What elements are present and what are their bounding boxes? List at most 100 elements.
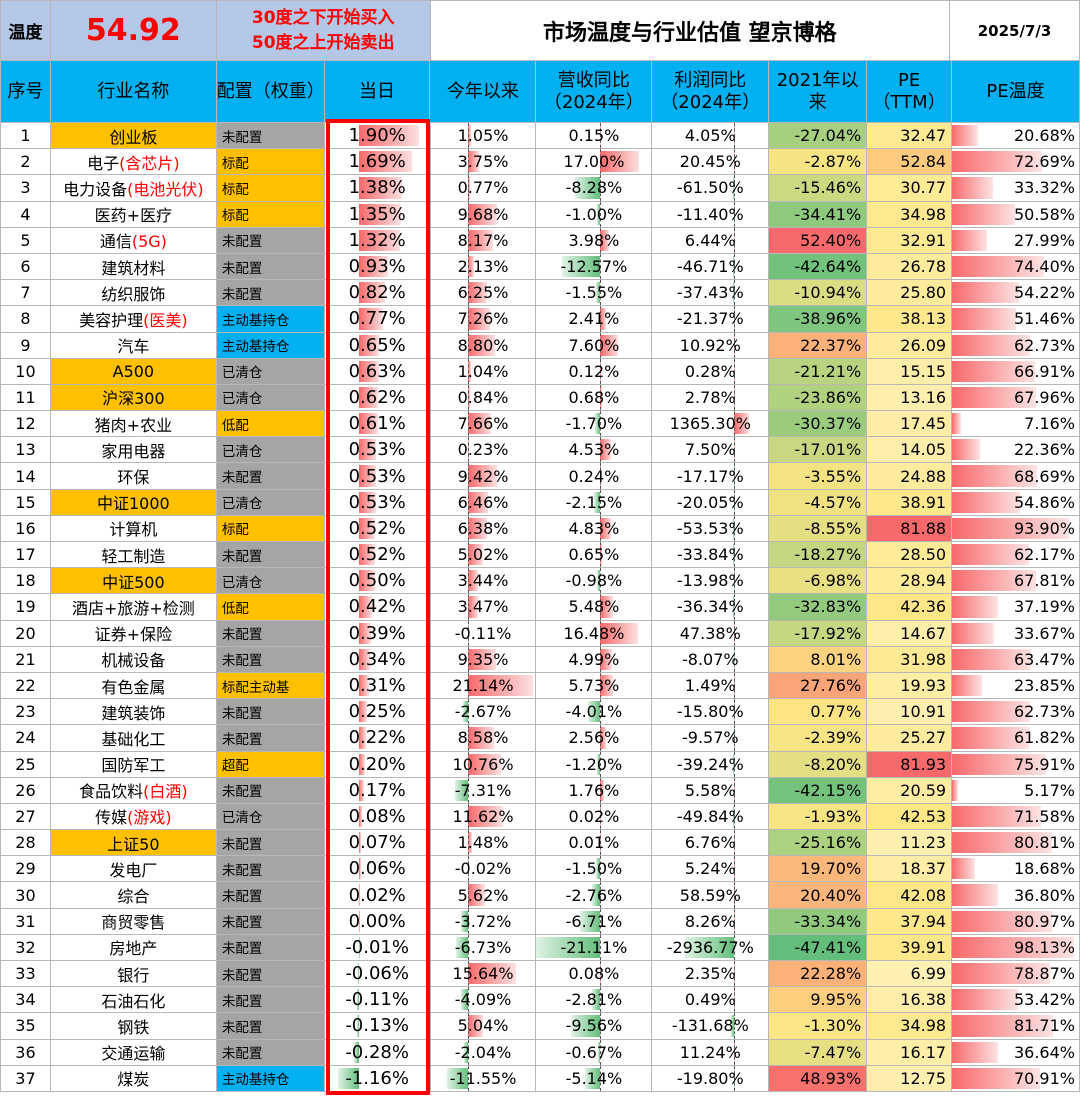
day-data-bar	[359, 622, 372, 644]
pe-temperature-bar	[952, 465, 1038, 487]
rev-bar-axis	[600, 385, 602, 410]
rev-value: 4.83%	[568, 518, 620, 538]
day-value: 0.61%	[348, 413, 406, 435]
day-value: 0.62%	[348, 386, 406, 408]
allocation-status: 未配置	[215, 907, 325, 935]
day-value: 0.00%	[348, 910, 406, 932]
rev-value: 0.68%	[568, 387, 620, 407]
day-change: 1.35%	[323, 200, 431, 228]
pe-ttm: 42.08	[866, 881, 953, 909]
ytd-value: 1.05%	[457, 126, 509, 146]
rev-bar-axis	[600, 804, 602, 829]
ytd-value: -0.02%	[454, 859, 512, 879]
industry-name: 石油石化	[49, 986, 217, 1014]
pe-ttm: 17.45	[866, 410, 953, 438]
pe-temperature-value: 70.91%	[1013, 1068, 1075, 1088]
allocation-status: 低配	[215, 410, 325, 438]
rev-value: -5.14%	[565, 1068, 623, 1088]
table-row: 6 建筑材料 未配置 0.93% 2.13% -12.57% -46.71% -42.64% 2…	[0, 252, 1080, 281]
rev-bar-axis	[600, 411, 602, 436]
day-change: -0.01%	[323, 933, 431, 962]
ytd-value: 5.62%	[457, 885, 509, 905]
allocation-status: 未配置	[215, 959, 325, 988]
ytd-data-bar	[467, 517, 488, 539]
allocation-status: 主动基持仓	[215, 331, 325, 359]
ytd-value: -2.67%	[454, 702, 512, 722]
col-header-alloc: 配置（权重）	[215, 60, 325, 123]
rev-data-bar	[600, 674, 614, 697]
profit-yoy: -33.84%	[651, 540, 770, 569]
revenue-yoy: -12.57%	[535, 252, 653, 281]
row-index: 34	[0, 986, 51, 1014]
industry-name-suffix: (游戏)	[127, 808, 172, 828]
ytd-data-bar	[463, 701, 468, 723]
allocation-status: 已清仓	[215, 436, 325, 464]
revenue-yoy: 7.60%	[535, 331, 653, 359]
industry-name: 美容护理(医美)	[49, 305, 217, 333]
ytd-data-bar	[467, 727, 495, 749]
rev-value: -1.70%	[565, 414, 623, 434]
day-change: 0.63%	[323, 357, 431, 385]
profit-bar-axis	[734, 463, 736, 489]
industry-name: 基础化工	[49, 724, 217, 752]
pe-temperature: 67.81%	[951, 567, 1080, 595]
ytd-change: 5.02%	[429, 540, 537, 569]
profit-yoy: -39.24%	[651, 750, 770, 778]
industry-name-text: 钢铁	[117, 1017, 150, 1037]
profit-yoy: 1.49%	[651, 671, 770, 700]
day-change: 0.22%	[323, 724, 431, 752]
allocation-status: 未配置	[215, 1038, 325, 1066]
row-index: 4	[0, 200, 51, 228]
rev-data-bar	[600, 779, 605, 801]
rev-data-bar	[584, 1067, 601, 1089]
revenue-yoy: 0.08%	[535, 959, 653, 988]
pe-temperature-bar	[952, 674, 982, 697]
day-change: 0.77%	[323, 305, 431, 333]
ytd-change: 9.42%	[429, 462, 537, 490]
day-data-bar	[359, 334, 380, 356]
revenue-yoy: -0.98%	[535, 567, 653, 595]
industry-name-text: 酒店+旅游+检测	[71, 598, 195, 618]
row-index: 21	[0, 645, 51, 673]
profit-value: -15.80%	[676, 702, 744, 722]
industry-name-text: 建筑装饰	[101, 703, 166, 723]
ytd-change: -0.02%	[429, 855, 537, 883]
industry-name-text: A500	[112, 361, 155, 381]
profit-yoy: -8.07%	[651, 645, 770, 673]
industry-name: 环保	[49, 462, 217, 490]
profit-yoy: -20.05%	[651, 488, 770, 516]
industry-name-suffix: (5G)	[131, 232, 167, 252]
day-data-bar	[359, 360, 379, 382]
revenue-yoy: 17.00%	[535, 148, 653, 176]
allocation-status: 标配主动基	[215, 671, 325, 700]
row-index: 6	[0, 252, 51, 281]
rev-bar-axis	[600, 830, 602, 855]
since-2021-change: -4.57%	[768, 488, 868, 516]
ytd-bar-axis	[467, 1066, 469, 1091]
ytd-change: 6.46%	[429, 488, 537, 516]
profit-yoy: 58.59%	[651, 881, 770, 909]
profit-value: 58.59%	[679, 885, 741, 905]
day-change: 0.50%	[323, 567, 431, 595]
allocation-status: 标配	[215, 200, 325, 228]
ytd-bar-axis	[467, 490, 469, 515]
industry-name: 通信(5G)	[49, 226, 217, 254]
pe-temperature: 23.85%	[951, 671, 1080, 700]
revenue-yoy: -1.55%	[535, 279, 653, 307]
since-2021-change: 0.77%	[768, 698, 868, 726]
rev-value: -8.28%	[565, 178, 623, 198]
pe-temperature: 81.71%	[951, 1012, 1080, 1040]
table-row: 18 中证500 已清仓 0.50% 3.44% -0.98% -13.98% -6.98% 2…	[0, 567, 1080, 595]
profit-yoy: 7.50%	[651, 436, 770, 464]
revenue-yoy: -8.28%	[535, 174, 653, 202]
pe-temperature-bar	[952, 544, 1030, 566]
day-value: 1.32%	[348, 229, 406, 251]
since-2021-change: -3.55%	[768, 462, 868, 490]
rev-data-bar	[588, 701, 601, 723]
ytd-change: 6.25%	[429, 279, 537, 307]
table-row: 16 计算机 标配 0.52% 6.38% 4.83% -53.53% -8.55% 81.88…	[0, 514, 1080, 543]
ytd-value: 9.35%	[457, 649, 509, 669]
ytd-value: -3.72%	[454, 911, 512, 931]
industry-name: A500	[49, 357, 217, 385]
since-2021-change: -6.98%	[768, 567, 868, 595]
